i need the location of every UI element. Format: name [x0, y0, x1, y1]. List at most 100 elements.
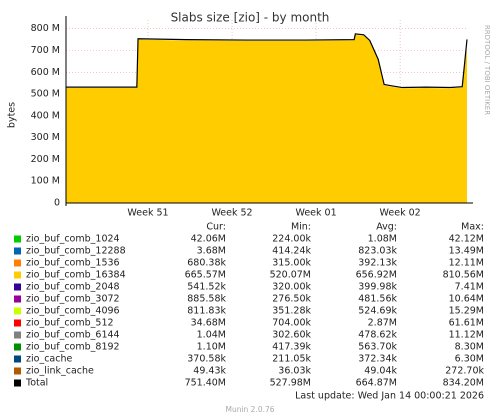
- legend-stat: 49.04k: [364, 366, 397, 377]
- legend-swatch: [14, 367, 21, 375]
- legend-stat: 272.70k: [445, 366, 484, 377]
- x-tick-label: Week 52: [211, 208, 252, 219]
- legend-stat: 541.52k: [187, 282, 226, 293]
- area: [66, 34, 467, 203]
- legend-stat: 524.69k: [358, 306, 397, 317]
- y-tick-label: 200 M: [31, 154, 60, 165]
- legend-stat: 42.12M: [449, 234, 484, 245]
- legend-stat: 61.61M: [449, 318, 484, 329]
- legend-stat: 810.56M: [443, 270, 484, 281]
- legend-stat: 704.00k: [272, 318, 311, 329]
- legend-stat: 520.07M: [270, 270, 311, 281]
- legend-stat: 414.24k: [272, 246, 311, 257]
- legend-stat: 751.40M: [185, 378, 226, 389]
- y-tick-label: 800 M: [31, 23, 60, 34]
- legend-label: zio_buf_comb_1024: [26, 234, 120, 245]
- legend-label: zio_buf_comb_6144: [26, 330, 120, 341]
- legend-stat: 36.03k: [278, 366, 311, 377]
- legend-stat: 6.30M: [455, 354, 484, 365]
- x-tick-label: Week 51: [127, 208, 168, 219]
- legend-stat: 478.62k: [358, 330, 397, 341]
- legend-swatch: [14, 331, 21, 339]
- legend-label: zio_buf_comb_1536: [26, 258, 120, 269]
- legend-swatch: [14, 319, 21, 327]
- legend-label: zio_buf_comb_8192: [26, 342, 120, 353]
- legend-label: zio_buf_comb_16384: [26, 270, 126, 281]
- legend-stat: 3.68M: [197, 246, 226, 257]
- y-tick-label: 600 M: [31, 67, 60, 78]
- legend-label: zio_buf_comb_12288: [26, 246, 126, 257]
- y-tick-label: 500 M: [31, 89, 60, 100]
- legend-stat: 320.00k: [272, 282, 311, 293]
- legend-stat: 665.57M: [185, 270, 226, 281]
- legend-swatch: [14, 271, 21, 279]
- legend-label: Total: [25, 378, 48, 389]
- legend-stat: 1.04M: [197, 330, 226, 341]
- legend-stat: 563.70k: [358, 342, 397, 353]
- legend-stat: 224.00k: [272, 234, 311, 245]
- legend-stat: 811.83k: [187, 306, 226, 317]
- legend-stat: 834.20M: [443, 378, 484, 389]
- legend-stat: 49.43k: [193, 366, 226, 377]
- legend-stat: 211.05k: [272, 354, 311, 365]
- last-update: Last update: Wed Jan 14 00:00:21 2026: [295, 391, 484, 402]
- legend-stat: 13.49M: [449, 246, 484, 257]
- column-header: Avg:: [376, 222, 397, 233]
- legend-stat: 10.64M: [449, 294, 484, 305]
- legend-stat: 823.03k: [358, 246, 397, 257]
- legend-swatch: [14, 235, 21, 243]
- legend-label: zio_cache: [26, 354, 72, 365]
- legend-swatch: [14, 355, 21, 363]
- legend-swatch: [14, 247, 21, 255]
- watermark: RRDTOOL / TOBI OETIKER: [483, 25, 491, 115]
- legend-stat: 12.11M: [449, 258, 484, 269]
- legend-stat: 885.58k: [187, 294, 226, 305]
- legend-stat: 1.08M: [368, 234, 397, 245]
- legend-stat: 2.87M: [368, 318, 397, 329]
- legend-stat: 417.39k: [272, 342, 311, 353]
- legend-stat: 315.00k: [272, 258, 311, 269]
- legend-label: zio_link_cache: [26, 366, 94, 377]
- legend-swatch: [14, 379, 21, 387]
- chart-title: Slabs size [zio] - by month: [171, 11, 330, 25]
- version: Munin 2.0.76: [225, 405, 274, 414]
- legend-label: zio_buf_comb_2048: [26, 282, 120, 293]
- legend-stat: 11.12M: [449, 330, 484, 341]
- legend-stat: 15.29M: [449, 306, 484, 317]
- legend-stat: 42.06M: [191, 234, 226, 245]
- legend-stat: 527.98M: [270, 378, 311, 389]
- legend-stat: 276.50k: [272, 294, 311, 305]
- y-tick-label: 400 M: [31, 110, 60, 121]
- legend-stat: 372.34k: [358, 354, 397, 365]
- legend-swatch: [14, 307, 21, 315]
- legend-stat: 370.58k: [187, 354, 226, 365]
- legend-swatch: [14, 283, 21, 291]
- x-tick-label: Week 01: [296, 208, 337, 219]
- y-tick-label: 100 M: [31, 176, 60, 187]
- legend-stat: 481.56k: [358, 294, 397, 305]
- legend-swatch: [14, 343, 21, 351]
- y-tick-label: 300 M: [31, 132, 60, 143]
- legend-swatch: [14, 295, 21, 303]
- legend-stat: 680.38k: [187, 258, 226, 269]
- x-tick-label: Week 02: [380, 208, 421, 219]
- column-header: Min:: [291, 222, 311, 233]
- legend-swatch: [14, 259, 21, 267]
- legend-label: zio_buf_comb_4096: [26, 306, 120, 317]
- column-header: Max:: [461, 222, 484, 233]
- total-line: [66, 33, 468, 89]
- legend-stat: 392.13k: [358, 258, 397, 269]
- legend-stat: 8.30M: [455, 342, 484, 353]
- y-tick-label: 700 M: [31, 45, 60, 56]
- legend-stat: 664.87M: [356, 378, 397, 389]
- legend-stat: 351.28k: [272, 306, 311, 317]
- column-header: Cur:: [206, 222, 226, 233]
- legend-stat: 399.98k: [358, 282, 397, 293]
- legend-stat: 302.60k: [272, 330, 311, 341]
- legend-stat: 34.68M: [191, 318, 226, 329]
- legend-stat: 7.41M: [455, 282, 484, 293]
- legend-label: zio_buf_comb_512: [26, 318, 114, 329]
- y-axis-label: bytes: [7, 102, 18, 128]
- legend-label: zio_buf_comb_3072: [26, 294, 120, 305]
